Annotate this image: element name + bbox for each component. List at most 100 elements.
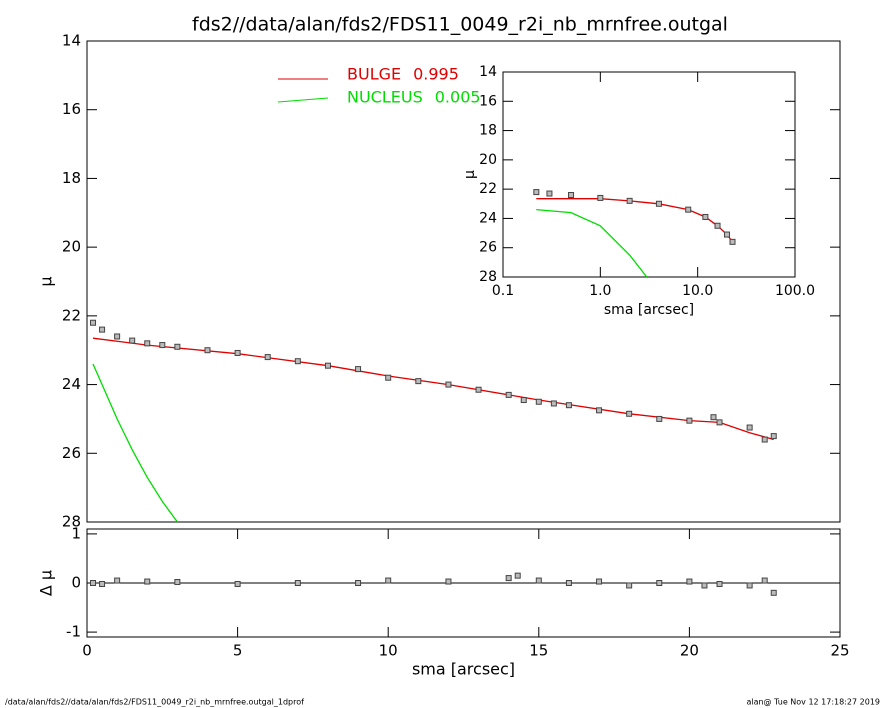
x-tick-label: 10 (379, 642, 398, 660)
data-point (159, 342, 166, 349)
x-axis-label: sma [arcsec] (604, 302, 694, 318)
data-point (746, 424, 753, 431)
y-tick-label: 22 (479, 181, 497, 197)
chart-title: fds2//data/alan/fds2/FDS11_0049_r2i_nb_m… (192, 14, 728, 36)
y-tick-label: 16 (479, 93, 497, 109)
data-point (234, 580, 241, 587)
data-point (723, 231, 730, 238)
y-axis-label: Δ μ (37, 570, 56, 596)
data-point (204, 347, 211, 354)
data-point (729, 238, 736, 245)
data-point (686, 578, 693, 585)
plot-frame (502, 71, 796, 278)
data-point (770, 589, 777, 596)
data-point (445, 578, 452, 585)
data-point (565, 402, 572, 409)
data-point (535, 577, 542, 584)
data-point (144, 340, 151, 347)
data-point (355, 580, 362, 586)
data-point (99, 580, 106, 587)
legend-value: 0.005 (435, 88, 481, 107)
data-point (535, 398, 542, 405)
data-point (596, 578, 603, 585)
x-tick-label: 15 (529, 642, 548, 660)
x-tick-label: 100.0 (775, 283, 815, 299)
y-tick-label: 26 (62, 444, 81, 462)
x-tick-label: 20 (680, 642, 699, 660)
data-point (626, 197, 633, 204)
y-axis-label: μ (37, 276, 56, 286)
y-tick-label: -1 (66, 623, 81, 641)
data-point (294, 358, 301, 365)
data-point (710, 414, 717, 421)
x-axis-label: sma [arcsec] (412, 660, 515, 679)
data-point (114, 333, 121, 340)
data-point (565, 580, 572, 586)
data-point (761, 577, 768, 584)
y-axis-label: μ (462, 170, 478, 179)
data-point (90, 319, 97, 326)
data-point (445, 381, 452, 388)
data-point (174, 579, 181, 586)
data-point (770, 433, 777, 440)
data-point (475, 386, 482, 393)
y-tick-label: 22 (62, 306, 81, 324)
data-point (655, 200, 662, 207)
data-point (716, 580, 723, 587)
data-point (324, 362, 331, 369)
y-tick-label: 1 (71, 524, 81, 542)
data-point (568, 192, 575, 198)
data-point (533, 189, 540, 196)
y-tick-label: 28 (62, 513, 81, 531)
data-point (90, 580, 97, 586)
data-point (656, 415, 663, 422)
profile-line (536, 208, 648, 278)
y-tick-label: 24 (479, 210, 497, 226)
data-point (626, 410, 633, 417)
data-point (746, 582, 753, 589)
data-point (656, 580, 663, 586)
profile-line (536, 198, 734, 243)
y-tick-label: 20 (479, 152, 497, 168)
data-point (129, 337, 136, 344)
x-tick-label: 1.0 (589, 283, 611, 299)
footer-left: /data/alan/fds2//data/alan/fds2/FDS11_00… (5, 698, 304, 707)
y-tick-label: 0 (71, 574, 81, 592)
data-point (174, 343, 181, 350)
legend-label: BULGE (347, 65, 401, 84)
y-tick-label: 14 (62, 32, 81, 50)
data-point (144, 578, 151, 585)
data-point (761, 436, 768, 443)
data-point (385, 374, 392, 381)
data-point (294, 580, 301, 586)
data-point (514, 572, 521, 579)
y-tick-label: 20 (62, 238, 81, 256)
footer-right: alan@ Tue Nov 12 17:18:27 2019 (746, 698, 880, 707)
y-tick-label: 28 (479, 269, 497, 285)
data-point (505, 575, 512, 582)
data-point (714, 222, 721, 229)
x-tick-label: 5 (233, 642, 243, 660)
data-point (385, 577, 392, 584)
y-tick-label: 14 (479, 64, 497, 80)
data-point (686, 417, 693, 424)
y-tick-label: 24 (62, 375, 81, 393)
data-point (99, 326, 106, 333)
x-tick-label: 0.1 (492, 283, 514, 299)
y-tick-label: 18 (62, 169, 81, 187)
data-point (702, 213, 709, 220)
data-point (596, 407, 603, 414)
data-point (701, 582, 708, 589)
plot-frame (86, 40, 841, 523)
data-point (415, 378, 422, 385)
data-point (114, 577, 121, 584)
data-point (716, 419, 723, 426)
y-tick-label: 26 (479, 240, 497, 256)
legend-swatch (277, 97, 329, 103)
y-tick-label: 18 (479, 123, 497, 139)
data-point (264, 354, 271, 361)
data-point (505, 391, 512, 398)
y-tick-label: 16 (62, 100, 81, 118)
x-tick-label: 0 (82, 642, 92, 660)
